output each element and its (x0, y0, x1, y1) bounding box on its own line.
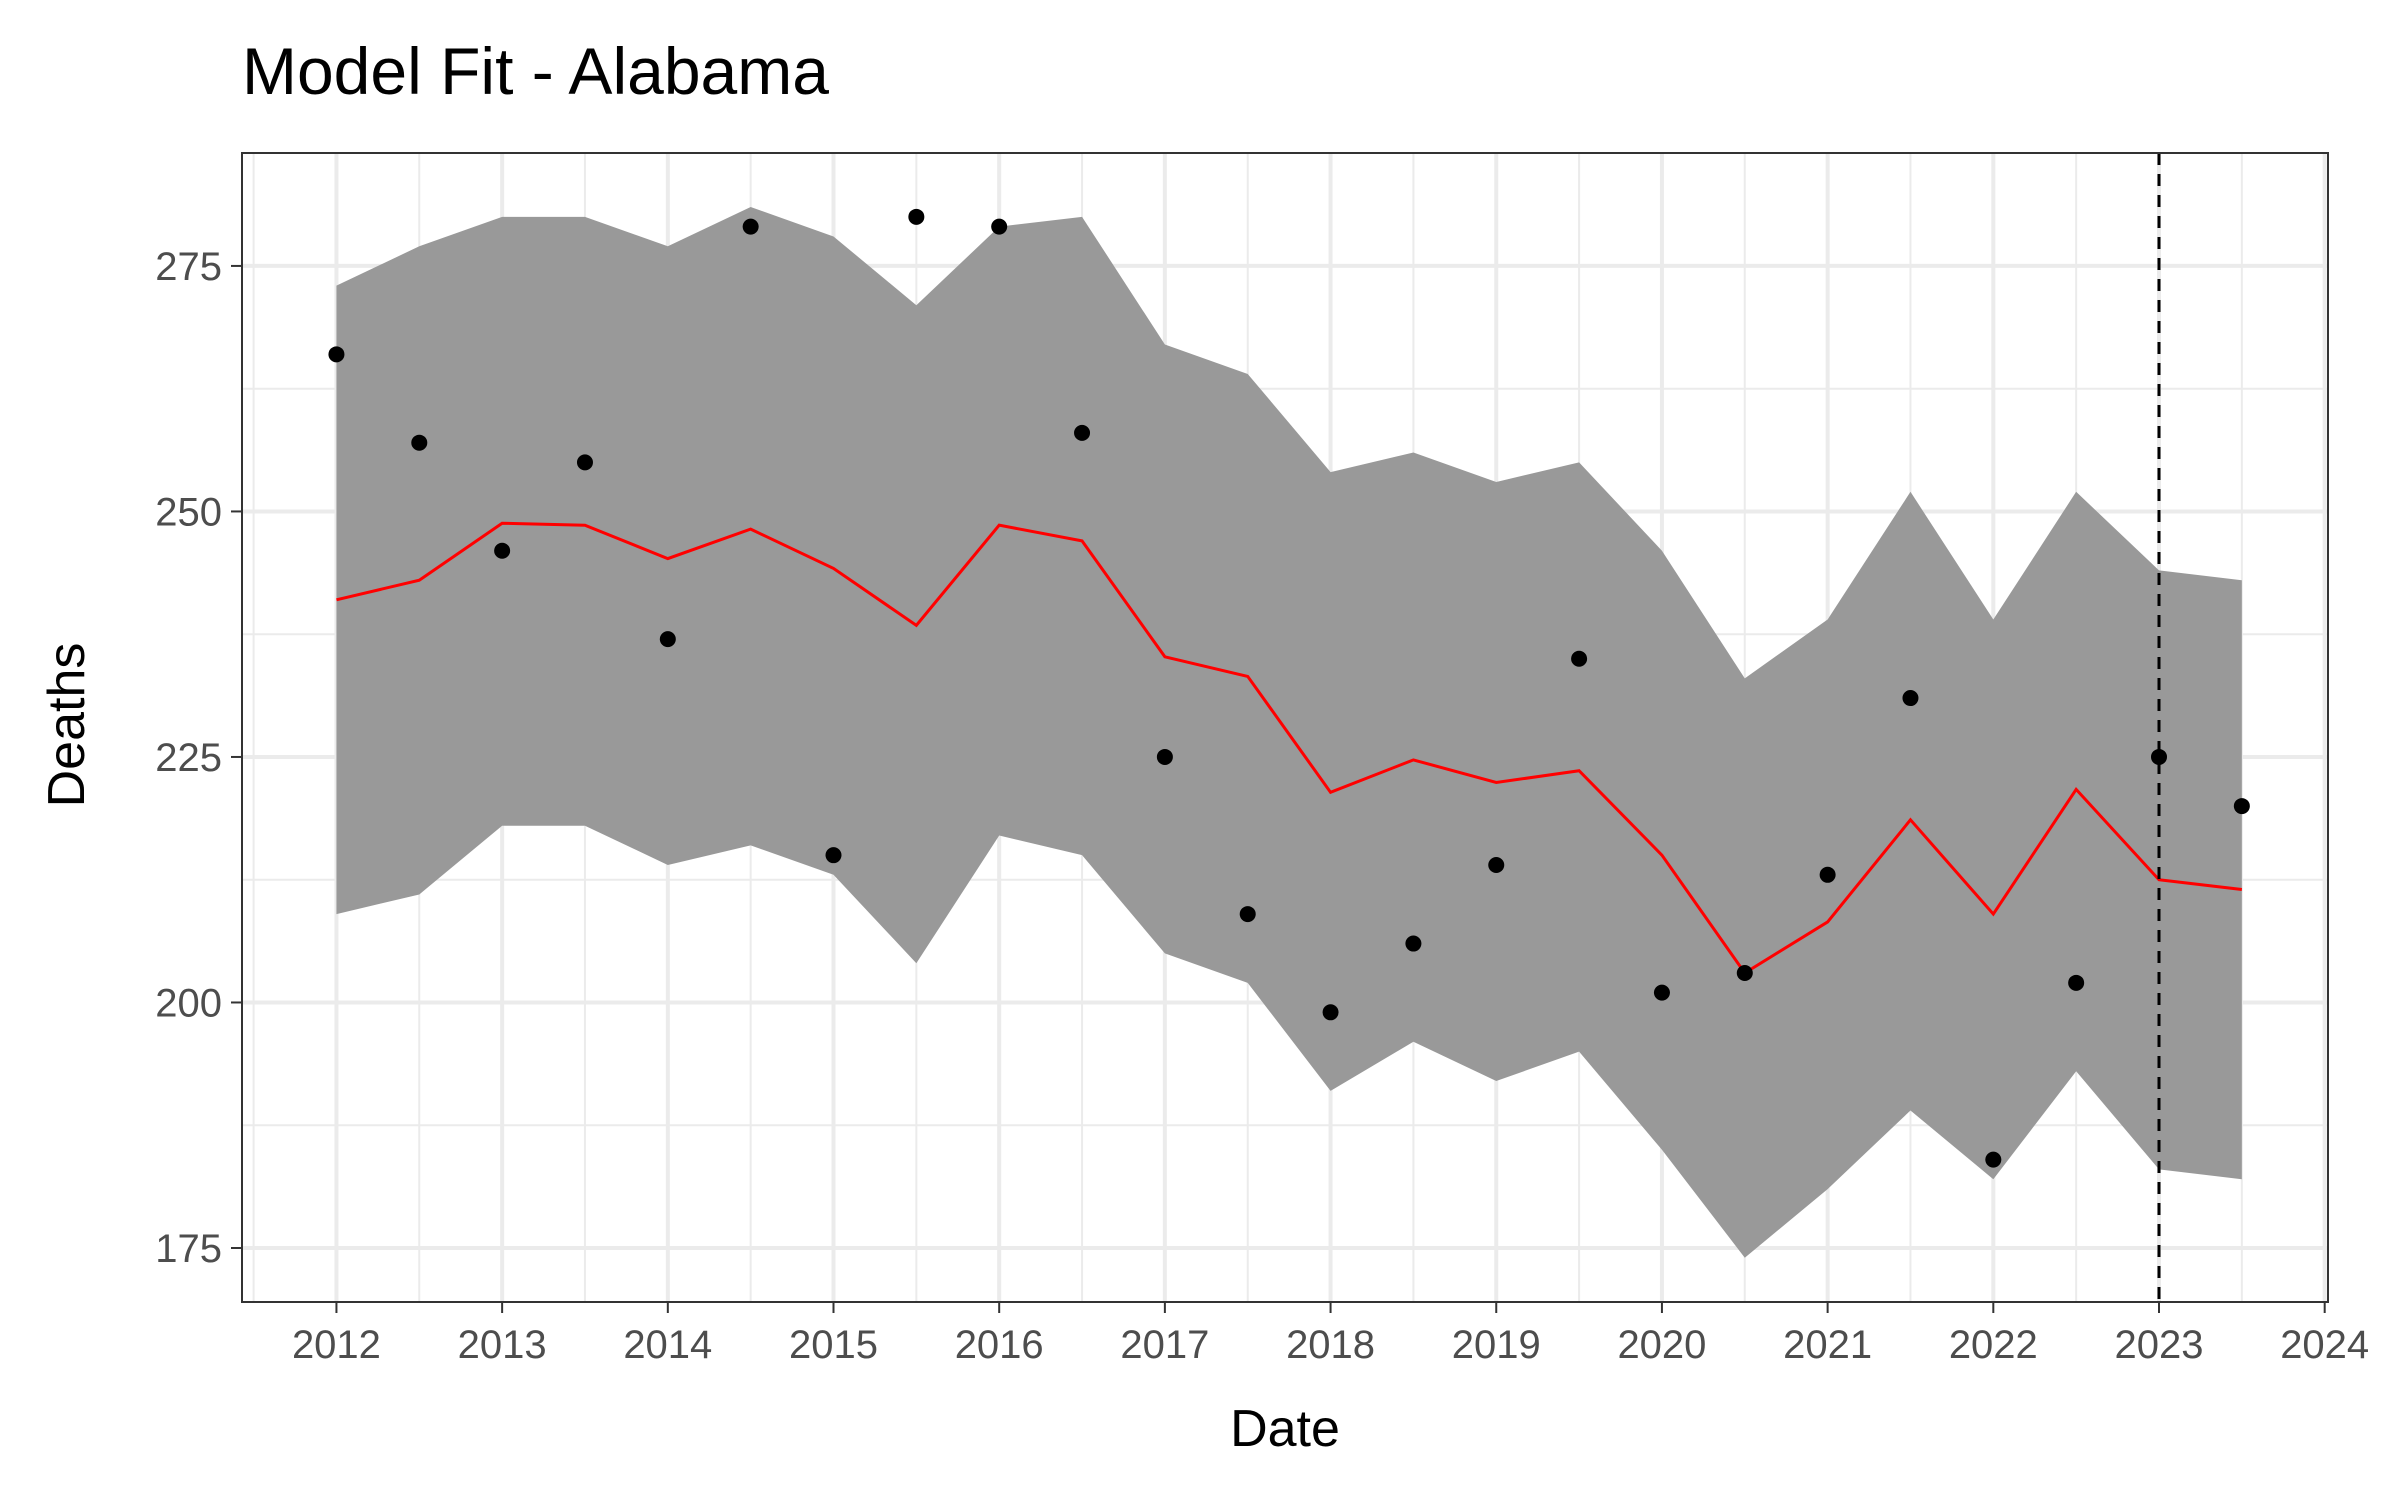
observed-point (1571, 650, 1588, 667)
x-tick-label: 2013 (458, 1323, 547, 1367)
observed-point (1902, 690, 1919, 707)
observed-point (2150, 748, 2167, 765)
x-tick-label: 2016 (955, 1323, 1044, 1367)
observed-point (991, 218, 1008, 235)
observed-point (742, 218, 759, 235)
fitted-line (336, 521, 2243, 976)
plot-panel-border (241, 152, 2329, 1303)
observed-point (1405, 935, 1422, 952)
x-tick-label: 2018 (1286, 1323, 1375, 1367)
observed-point (1653, 984, 1670, 1001)
observed-point (576, 454, 593, 471)
x-tick-label: 2015 (789, 1323, 878, 1367)
observed-point (2233, 798, 2250, 815)
y-axis: 175 200 225 250 275 (155, 245, 242, 1271)
x-tick-label: 2023 (2115, 1323, 2204, 1367)
observed-point (825, 847, 842, 864)
observed-point (1488, 856, 1505, 873)
observed-point (494, 542, 511, 559)
fitted-line-layer (336, 521, 2243, 976)
y-tick-label: 275 (155, 245, 222, 289)
y-tick-label: 175 (155, 1227, 222, 1271)
x-tick-label: 2021 (1783, 1323, 1872, 1367)
x-tick-label: 2022 (1949, 1323, 2038, 1367)
observed-point (1985, 1151, 2002, 1168)
observed-point (659, 631, 676, 648)
y-tick-label: 225 (155, 736, 222, 780)
observed-point (1074, 424, 1091, 441)
observed-point (1322, 1004, 1339, 1021)
x-axis-title: Date (1230, 1400, 1340, 1458)
observed-point (1736, 965, 1753, 982)
observed-point (908, 208, 925, 225)
y-axis-title: Deaths (38, 643, 96, 808)
x-axis: 2012 2013 2014 2015 2016 2017 2018 2019 2020 2021… (292, 1302, 2369, 1367)
x-tick-label: 2012 (292, 1323, 381, 1367)
x-tick-label: 2024 (2280, 1323, 2369, 1367)
y-tick-label: 200 (155, 981, 222, 1025)
chart-title: Model Fit - Alabama (242, 34, 829, 108)
observed-point (328, 346, 345, 363)
x-tick-label: 2014 (623, 1323, 712, 1367)
x-tick-label: 2017 (1120, 1323, 1209, 1367)
observed-point (2068, 974, 2085, 991)
observed-points-layer (328, 208, 2250, 1168)
observed-point (1156, 748, 1173, 765)
observed-point (1819, 866, 1836, 883)
y-tick-label: 250 (155, 490, 222, 534)
x-tick-label: 2020 (1617, 1323, 1706, 1367)
observed-point (1239, 906, 1256, 923)
x-tick-label: 2019 (1452, 1323, 1541, 1367)
observed-point (411, 434, 428, 451)
